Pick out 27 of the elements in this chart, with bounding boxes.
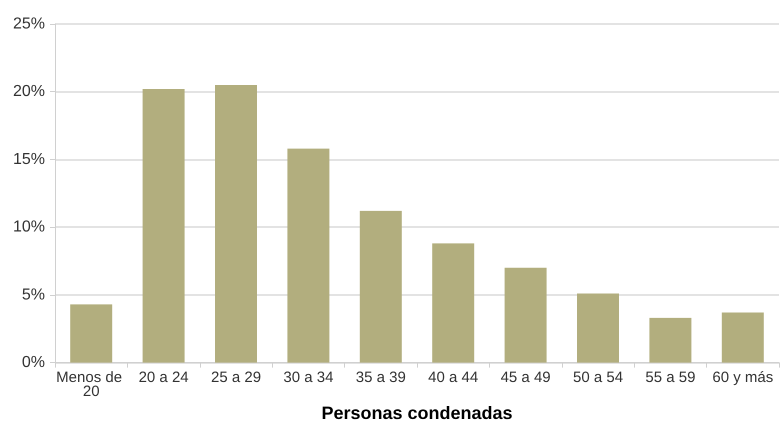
y-tick-label: 0% (22, 354, 45, 372)
y-tick-label: 15% (12, 150, 45, 168)
x-tick-label: 35 a 39 (356, 369, 406, 386)
y-tick-label: 10% (12, 218, 45, 236)
x-tick-label: 40 a 44 (428, 369, 478, 386)
x-tick-label: Menos de 20 (56, 369, 126, 400)
x-tick-label: 50 a 54 (572, 369, 624, 386)
x-tick-label: 25 a 29 (210, 369, 262, 386)
y-tick-label: 20% (12, 83, 45, 100)
x-tick-label: 20 a 24 (138, 369, 189, 386)
y-tick-label: 25% (12, 16, 45, 32)
bar (577, 294, 619, 363)
y-tick-label: 5% (22, 286, 45, 304)
bar (287, 148, 330, 363)
x-tick-label: 30 a 34 (283, 369, 334, 386)
bar (70, 304, 112, 363)
bar (360, 210, 402, 363)
x-tick-label: 60 y más (712, 369, 774, 386)
bar (504, 268, 547, 363)
bar (432, 243, 474, 363)
x-axis-title: Personas condenadas (321, 403, 513, 423)
bar (215, 84, 257, 363)
x-tick-label: 45 a 49 (500, 369, 551, 386)
bar (142, 89, 185, 363)
bar (722, 312, 764, 363)
bar (649, 318, 692, 363)
x-tick-label: 55 a 59 (645, 369, 696, 386)
